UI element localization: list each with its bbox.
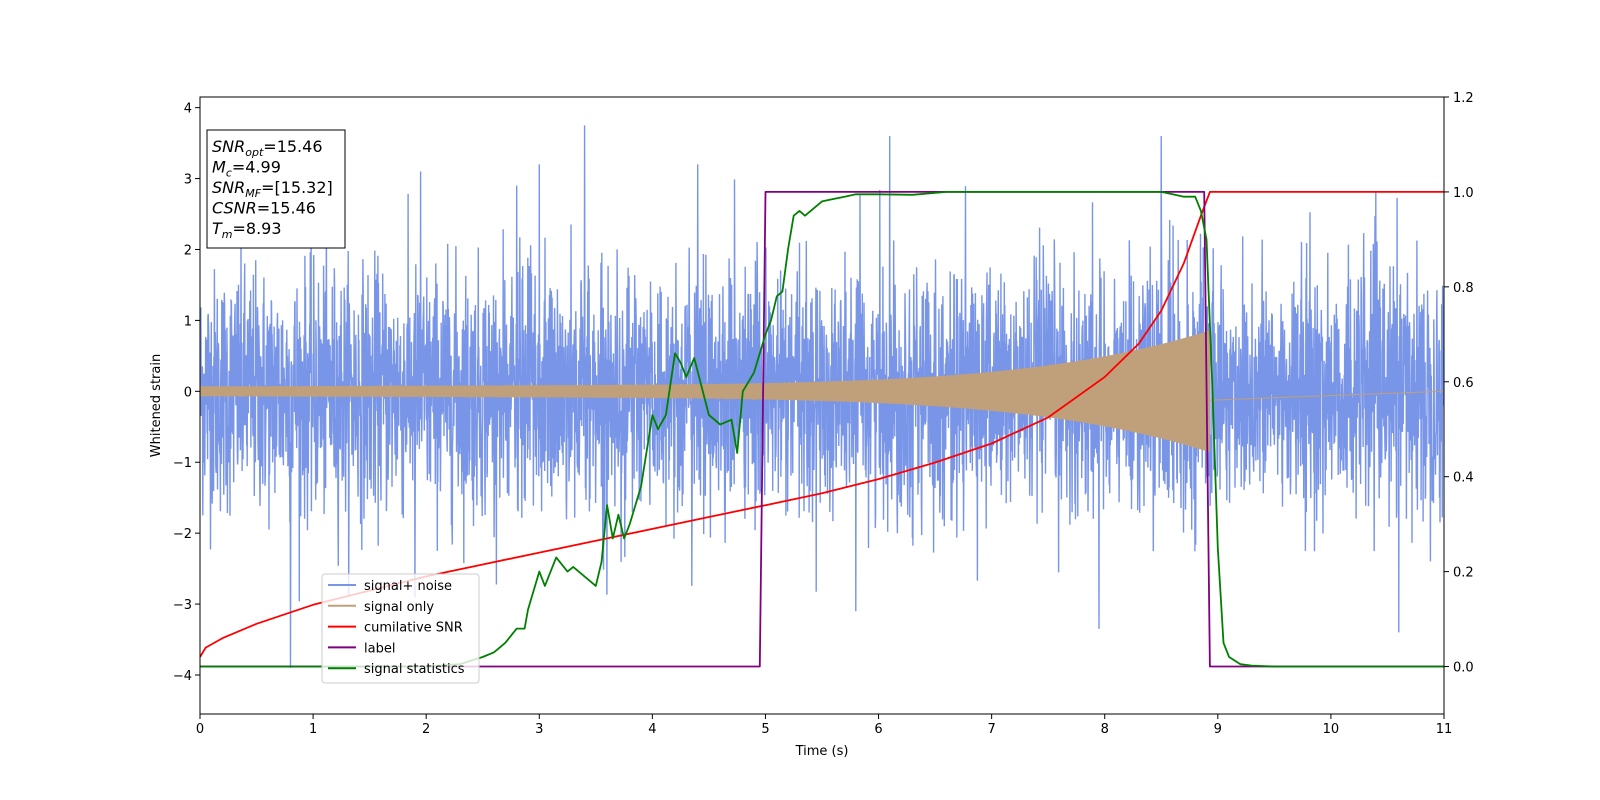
x-tick-label: 7 bbox=[987, 722, 995, 737]
y-tick-label: −3 bbox=[173, 598, 192, 613]
x-tick-label: 3 bbox=[535, 722, 543, 737]
legend-entry-label: label bbox=[364, 641, 395, 656]
y2-tick-label: 1.0 bbox=[1453, 186, 1474, 201]
annotation-box: SNRopt=15.46Mc=4.99SNRMF=[15.32]CSNR=15.… bbox=[206, 129, 346, 249]
y-tick-label: 1 bbox=[184, 314, 192, 329]
legend: signal+ noise signal only cumilative SNR la… bbox=[321, 573, 480, 684]
legend-entry-label: cumilative SNR bbox=[364, 621, 463, 636]
series-line-signal-noise bbox=[200, 125, 1444, 668]
annotation-line: CSNR=15.46 bbox=[212, 199, 316, 218]
x-tick-label: 1 bbox=[309, 722, 317, 737]
legend-entry-label: signal+ noise bbox=[364, 579, 452, 594]
x-tick-label: 4 bbox=[648, 722, 656, 737]
y-tick-label: 4 bbox=[184, 102, 192, 117]
y-tick-label: −1 bbox=[173, 456, 192, 471]
series-line-signal-only bbox=[200, 330, 1444, 449]
annotation-line: SNRMF=[15.32] bbox=[212, 178, 333, 200]
series-line-signal-statistics bbox=[200, 191, 1444, 668]
y2-tick-label: 0.8 bbox=[1453, 281, 1474, 296]
x-tick-label: 10 bbox=[1323, 722, 1340, 737]
axes: 0 1 2 3 4 5 6 7 8 9 10 11 −4 −3 −2 −1 0 1 2 3 4 0.0 0.2 0.4 0.6 0… bbox=[173, 91, 1474, 737]
y2-tick-label: 0.6 bbox=[1453, 376, 1474, 391]
y-tick-label: 3 bbox=[184, 173, 192, 188]
y2-tick-label: 0.2 bbox=[1453, 566, 1474, 581]
x-tick-label: 0 bbox=[196, 722, 204, 737]
legend-entry-label: signal statistics bbox=[364, 662, 465, 677]
y2-tick-label: 1.2 bbox=[1453, 91, 1474, 106]
annotation-line: Mc=4.99 bbox=[212, 158, 281, 180]
x-tick-label: 8 bbox=[1101, 722, 1109, 737]
annotation-frame bbox=[206, 129, 346, 249]
y-axis-label: Whitened strain bbox=[149, 354, 164, 457]
y2-tick-label: 0.4 bbox=[1453, 471, 1474, 486]
signal-only-envelope bbox=[200, 330, 1210, 453]
x-tick-label: 9 bbox=[1214, 722, 1222, 737]
axes-frame bbox=[199, 96, 1445, 715]
x-tick-label: 11 bbox=[1436, 722, 1453, 737]
x-tick-label: 2 bbox=[422, 722, 430, 737]
y2-tick-label: 0.0 bbox=[1453, 661, 1474, 676]
x-axis-label: Time (s) bbox=[795, 744, 849, 759]
legend-entry-label: signal only bbox=[364, 600, 434, 615]
annotation-line: SNRopt=15.46 bbox=[212, 137, 323, 159]
y-tick-label: −4 bbox=[173, 669, 192, 684]
legend-frame bbox=[321, 573, 480, 684]
y-tick-label: −2 bbox=[173, 527, 192, 542]
x-tick-label: 5 bbox=[761, 722, 769, 737]
y-tick-label: 2 bbox=[184, 243, 192, 258]
y-tick-label: 0 bbox=[184, 385, 192, 400]
x-tick-label: 6 bbox=[874, 722, 882, 737]
annotation-line: Tm=8.93 bbox=[212, 219, 282, 241]
